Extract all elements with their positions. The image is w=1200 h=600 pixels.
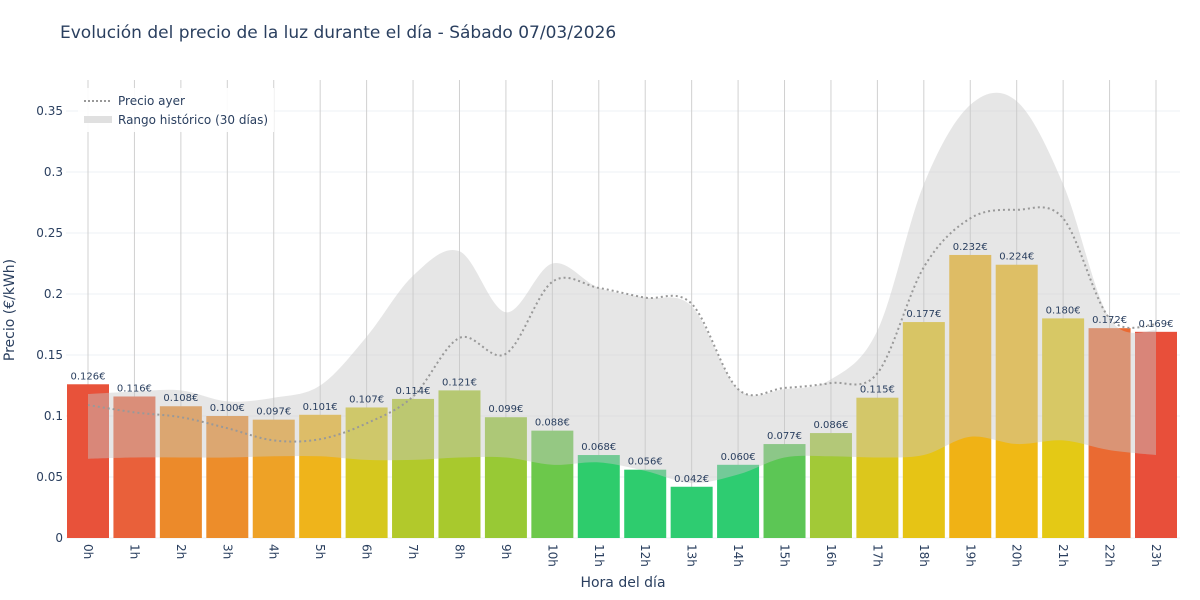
bar-12h — [624, 469, 667, 538]
bar-15h — [763, 444, 806, 538]
data-label: 0.180€ — [1046, 305, 1081, 316]
bar-16h — [809, 433, 852, 538]
data-label: 0.115€ — [860, 385, 895, 396]
bar-13h — [670, 486, 713, 538]
bar-0h — [67, 384, 109, 538]
data-label: 0.177€ — [906, 309, 941, 320]
chart-title: Evolución del precio de la luz durante e… — [60, 23, 617, 43]
data-label: 0.097€ — [256, 407, 291, 418]
data-label: 0.042€ — [674, 474, 709, 485]
y-tick-label: 0 — [55, 531, 63, 545]
bar-10h — [531, 430, 574, 538]
data-label: 0.169€ — [1139, 319, 1174, 330]
x-tick-label: 7h — [406, 544, 420, 559]
legend-item-yesterday[interactable]: Precio ayer — [84, 91, 268, 110]
data-label: 0.060€ — [721, 452, 756, 463]
data-label: 0.100€ — [210, 403, 245, 414]
bar-8h — [438, 390, 481, 538]
bar-23h — [1135, 331, 1177, 538]
bar-17h — [856, 397, 899, 538]
bar-11h — [577, 455, 620, 538]
x-axis-title: Hora del día — [580, 575, 665, 591]
y-tick-label: 0.35 — [36, 104, 63, 118]
bar-7h — [392, 398, 435, 538]
data-label: 0.126€ — [71, 371, 106, 382]
x-tick-label: 6h — [360, 544, 374, 559]
data-label: 0.107€ — [349, 394, 384, 405]
bar-4h — [252, 419, 295, 538]
data-label: 0.056€ — [628, 457, 663, 468]
bar-20h — [995, 264, 1038, 538]
y-tick-label: 0.3 — [44, 165, 63, 179]
x-tick-label: 12h — [638, 544, 652, 567]
data-label: 0.172€ — [1092, 315, 1127, 326]
data-label: 0.114€ — [396, 386, 431, 397]
x-tick-label: 13h — [685, 544, 699, 567]
x-tick-label: 9h — [499, 544, 513, 559]
data-label: 0.099€ — [488, 404, 523, 415]
bar-2h — [159, 406, 202, 538]
x-tick-label: 14h — [731, 544, 745, 567]
data-label: 0.068€ — [581, 442, 616, 453]
x-tick-label: 10h — [545, 544, 559, 567]
x-tick-label: 18h — [917, 544, 931, 567]
legend-label: Rango histórico (30 días) — [118, 112, 269, 127]
x-tick-label: 23h — [1149, 544, 1163, 567]
y-axis-title: Precio (€/kWh) — [2, 259, 18, 361]
data-label: 0.108€ — [163, 393, 198, 404]
legend-label: Precio ayer — [118, 93, 185, 108]
data-label: 0.086€ — [813, 420, 848, 431]
x-tick-label: 16h — [824, 544, 838, 567]
y-tick-label: 0.2 — [44, 287, 63, 301]
x-tick-label: 1h — [127, 544, 141, 559]
y-tick-label: 0.1 — [44, 409, 63, 423]
bar-18h — [902, 322, 945, 538]
bar-22h — [1088, 328, 1131, 538]
y-tick-label: 0.15 — [36, 348, 63, 362]
data-label: 0.101€ — [303, 402, 338, 413]
historical-range-band — [88, 92, 1156, 484]
x-tick-label: 2h — [174, 544, 188, 559]
x-tick-label: 22h — [1103, 544, 1117, 567]
x-tick-label: 4h — [267, 544, 281, 559]
bar-19h — [949, 254, 992, 538]
x-tick-label: 15h — [778, 544, 792, 567]
bar-9h — [484, 417, 527, 538]
x-tick-label: 20h — [1010, 544, 1024, 567]
x-tick-label: 19h — [963, 544, 977, 567]
x-tick-label: 11h — [592, 544, 606, 567]
x-tick-label: 0h — [81, 544, 95, 559]
x-tick-label: 8h — [452, 544, 466, 559]
band-swatch — [84, 116, 112, 123]
data-label: 0.116€ — [117, 383, 152, 394]
legend[interactable]: Precio ayer Rango histórico (30 días) — [78, 88, 275, 132]
legend-item-range[interactable]: Rango histórico (30 días) — [84, 110, 268, 129]
data-label: 0.088€ — [535, 418, 570, 429]
data-label: 0.224€ — [999, 252, 1034, 263]
data-label: 0.232€ — [953, 242, 988, 253]
data-label: 0.121€ — [442, 377, 477, 388]
data-label: 0.077€ — [767, 431, 802, 442]
x-tick-label: 21h — [1056, 544, 1070, 567]
y-tick-label: 0.25 — [36, 226, 63, 240]
bar-14h — [717, 464, 760, 538]
bar-21h — [1042, 318, 1085, 538]
bar-1h — [113, 396, 156, 538]
x-tick-label: 5h — [313, 544, 327, 559]
x-tick-label: 3h — [220, 544, 234, 559]
x-tick-label: 17h — [870, 544, 884, 567]
bar-3h — [206, 416, 249, 538]
y-tick-label: 0.05 — [36, 470, 63, 484]
dotted-line-swatch — [84, 99, 112, 102]
